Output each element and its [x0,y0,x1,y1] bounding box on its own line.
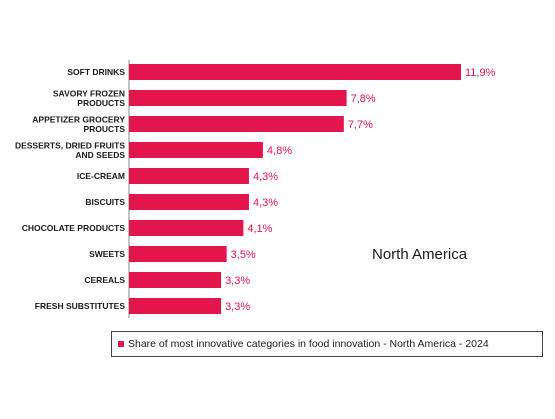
bar-value-label: 7,7% [348,119,373,131]
bar-value-label: 3,5% [231,249,256,261]
bar [129,194,249,210]
category-label: FRESH SUBSTITUTES [35,301,126,311]
bar [129,298,222,314]
legend-label: Share of most innovative categories in f… [128,338,489,350]
bar-chart: 11,9% SOFT DRINKS 7,8% SAVORY FROZEN PRODUCT… [15,60,496,318]
bar [129,64,461,80]
bar-value-label: 11,9% [465,67,496,79]
category-label: SOFT DRINKS [67,67,125,77]
category-label: APPETIZER GROCERY PROUCTS [32,114,125,134]
bar [129,246,227,262]
legend-swatch [118,341,124,347]
bar [129,90,347,106]
bar-value-label: 4,8% [267,145,292,157]
bar-value-label: 7,8% [351,93,376,105]
bars-group: 11,9% SOFT DRINKS 7,8% SAVORY FROZEN PRODUCT… [15,64,496,314]
bar [129,272,222,288]
bar [129,142,263,158]
bar [129,220,244,236]
bar-value-label: 3,3% [225,301,250,313]
category-label: DESSERTS, DRIED FRUITS AND SEEDS [15,140,125,160]
region-annotation: North America [372,246,468,263]
bar [129,116,344,132]
legend: Share of most innovative categories in f… [111,331,543,357]
bar-value-label: 3,3% [225,275,250,287]
bar-value-label: 4,1% [247,223,272,235]
bar-value-label: 4,3% [253,171,278,183]
category-label: BISCUITS [85,197,125,207]
category-label: SWEETS [89,249,125,259]
category-label: CHOCOLATE PRODUCTS [22,223,126,233]
category-label: CEREALS [84,275,125,285]
bar-value-label: 4,3% [253,197,278,209]
category-label: ICE-CREAM [77,171,125,181]
bar [129,168,249,184]
category-label: SAVORY FROZEN PRODUCTS [53,88,125,108]
